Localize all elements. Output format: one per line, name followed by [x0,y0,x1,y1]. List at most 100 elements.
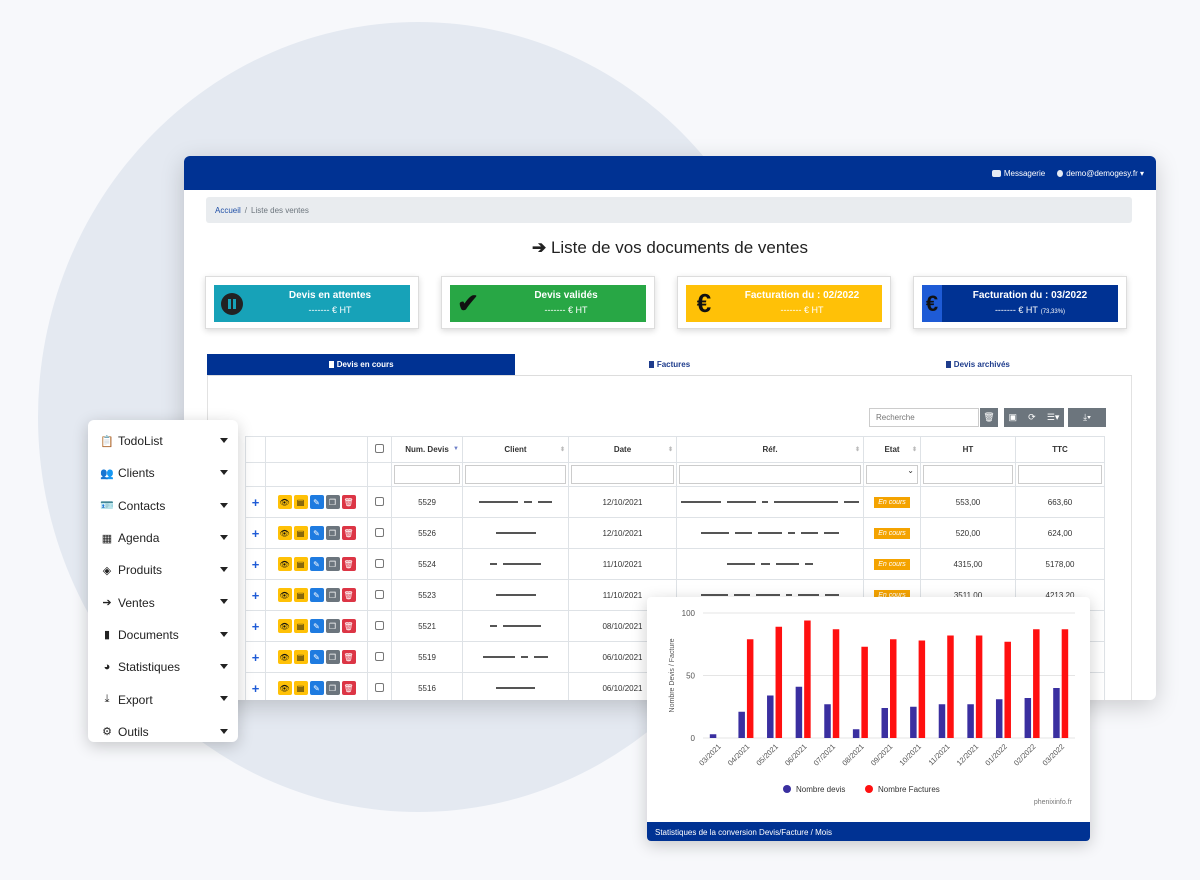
col-date[interactable]: Date ⬍ [568,436,677,463]
trash-button[interactable]: 🗑 [980,408,998,427]
filter-num[interactable] [394,465,460,484]
pdf-icon[interactable]: ▤ [293,557,308,571]
expand-row-icon[interactable]: + [251,618,260,634]
copy-icon[interactable]: ❐ [325,495,340,509]
filter-client[interactable] [465,465,566,484]
expand-row-icon[interactable]: + [251,649,260,665]
edit-icon[interactable]: ✎ [309,681,324,695]
card-devis-valides[interactable]: ✔ Devis validés ------- € HT [441,276,655,329]
filter-ht[interactable] [923,465,1013,484]
sidebar-item-produits[interactable]: ◈ Produits [88,554,238,586]
edit-icon[interactable]: ✎ [309,557,324,571]
edit-icon[interactable]: ✎ [309,588,324,602]
expand-row-icon[interactable]: + [251,587,260,603]
tab-devis-en-cours[interactable]: Devis en cours [207,354,516,375]
table-row[interactable]: + 👁 ▤ ✎ ❐ 🗑 5526 12/10/2021 En cours 520… [245,517,1105,549]
user-menu[interactable]: demo@demogesy.fr ▾ [1057,169,1144,178]
row-checkbox[interactable] [375,496,384,506]
pdf-icon[interactable]: ▤ [293,619,308,633]
col-client[interactable]: Client ⬍ [462,436,569,463]
filter-date[interactable] [571,465,674,484]
delete-icon[interactable]: 🗑 [341,526,356,540]
col-ref[interactable]: Réf. ⬍ [676,436,864,463]
copy-icon[interactable]: ❐ [325,557,340,571]
delete-icon[interactable]: 🗑 [341,557,356,571]
delete-icon[interactable]: 🗑 [341,619,356,633]
sidebar-item-documents[interactable]: ▮ Documents [88,619,238,651]
sidebar-item-statistiques[interactable]: ◕ Statistiques [88,651,238,683]
card-facturation-02[interactable]: € Facturation du : 02/2022 ------- € HT [677,276,891,329]
refresh-icon[interactable]: ⟳ [1028,412,1036,422]
view-icon[interactable]: 👁 [277,495,292,509]
row-checkbox[interactable] [375,651,384,661]
pdf-icon[interactable]: ▤ [293,526,308,540]
card-facturation-03[interactable]: € Facturation du : 03/2022 ------- € HT (… [913,276,1127,329]
sidebar-item-clients[interactable]: 👥 Clients [88,457,238,489]
columns-icon[interactable]: ☰▾ [1046,412,1060,422]
sidebar-item-outils[interactable]: ⚙ Outils [88,716,238,748]
redacted-text [701,532,729,535]
sidebar-item-ventes[interactable]: ➔ Ventes [88,586,238,618]
col-ttc[interactable]: TTC [1015,436,1105,463]
messaging-link[interactable]: Messagerie [991,169,1045,178]
bar-nombre-factures [746,639,754,738]
sidebar-item-export[interactable]: ⤓ Export [88,683,238,715]
view-icon[interactable]: 👁 [277,557,292,571]
copy-icon[interactable]: ❐ [325,526,340,540]
search-input[interactable] [869,408,979,427]
pdf-icon[interactable]: ▤ [293,650,308,664]
col-etat[interactable]: Etat ⬍ [863,436,921,463]
view-icon[interactable]: 👁 [277,588,292,602]
pdf-icon[interactable]: ▤ [293,588,308,602]
export-button[interactable]: ⤓▾ [1068,408,1106,427]
select-all-checkbox[interactable] [375,444,384,453]
delete-icon[interactable]: 🗑 [341,650,356,664]
card-devis-attente[interactable]: Devis en attentes ------- € HT [205,276,419,329]
view-icon[interactable]: 👁 [277,619,292,633]
filter-ref[interactable] [679,465,861,484]
row-checkbox[interactable] [375,682,384,692]
filter-ttc[interactable] [1018,465,1102,484]
pdf-icon[interactable]: ▤ [293,681,308,695]
tab-devis-archives[interactable]: Devis archivés [824,354,1132,375]
pdf-icon[interactable]: ▤ [293,495,308,509]
clipboard-icon: 📋 [100,435,114,448]
delete-icon[interactable]: 🗑 [341,495,356,509]
view-icon[interactable]: 👁 [277,526,292,540]
filter-etat-select[interactable]: ⌄ [866,465,918,484]
collapse-icon[interactable]: ▣ [1008,412,1018,422]
view-icon[interactable]: 👁 [277,681,292,695]
table-row[interactable]: + 👁 ▤ ✎ ❐ 🗑 5524 11/10/2021 En cours 431… [245,548,1105,580]
sidebar-item-agenda[interactable]: ▦ Agenda [88,522,238,554]
delete-icon[interactable]: 🗑 [341,588,356,602]
redacted-text [785,594,793,597]
row-checkbox[interactable] [375,527,384,537]
breadcrumb-home[interactable]: Accueil [215,205,241,215]
sidebar-item-todolist[interactable]: 📋 TodoList [88,425,238,457]
edit-icon[interactable]: ✎ [309,495,324,509]
copy-icon[interactable]: ❐ [325,650,340,664]
table-row[interactable]: + 👁 ▤ ✎ ❐ 🗑 5529 12/10/2021 En cours 553… [245,486,1105,518]
col-ht[interactable]: HT [920,436,1016,463]
copy-icon[interactable]: ❐ [325,681,340,695]
row-checkbox[interactable] [375,620,384,630]
tab-factures[interactable]: Factures [515,354,823,375]
row-checkbox[interactable] [375,589,384,599]
delete-icon[interactable]: 🗑 [341,681,356,695]
view-icon[interactable]: 👁 [277,650,292,664]
bar-nombre-factures [775,626,783,738]
copy-icon[interactable]: ❐ [325,588,340,602]
row-checkbox[interactable] [375,558,384,568]
expand-row-icon[interactable]: + [251,680,260,696]
expand-row-icon[interactable]: + [251,556,260,572]
edit-icon[interactable]: ✎ [309,650,324,664]
col-num[interactable]: Num. Devis ▼ [391,436,463,463]
copy-icon[interactable]: ❐ [325,619,340,633]
edit-icon[interactable]: ✎ [309,619,324,633]
expand-row-icon[interactable]: + [251,494,260,510]
sidebar-item-contacts[interactable]: 🪪 Contacts [88,490,238,522]
edit-icon[interactable]: ✎ [309,526,324,540]
expand-row-icon[interactable]: + [251,525,260,541]
redacted-text [502,625,541,628]
user-icon [1057,169,1064,177]
